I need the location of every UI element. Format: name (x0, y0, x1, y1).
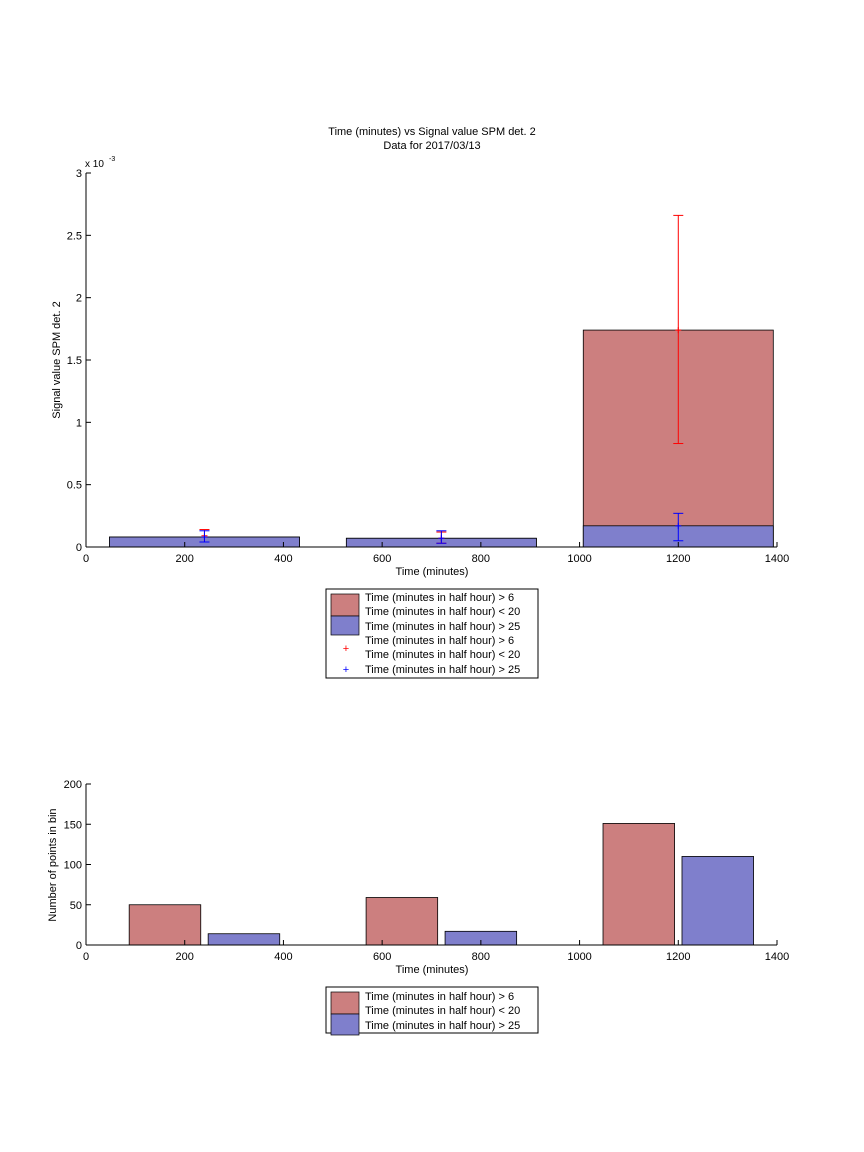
y-axis-label: Number of points in bin (47, 808, 59, 921)
x-tick-label: 600 (373, 951, 391, 963)
y-multiplier-exponent: -3 (109, 156, 115, 163)
y-tick-label: 3 (76, 168, 82, 180)
legend-swatch (330, 615, 360, 636)
legend-bottom: Time (minutes in half hour) > 6 Time (mi… (325, 986, 539, 1036)
bar (602, 823, 675, 946)
x-tick-label: 1000 (567, 553, 591, 565)
x-tick-label: 200 (176, 553, 194, 565)
x-tick-label: 400 (274, 553, 292, 565)
x-tick-label: 200 (176, 951, 194, 963)
legend-marker-blue: + (343, 664, 349, 676)
x-tick-label: 1000 (567, 951, 591, 963)
legend-top: Time (minutes in half hour) > 6 Time (mi… (325, 588, 539, 679)
x-tick-label: 600 (373, 553, 391, 565)
x-tick-label: 0 (83, 553, 89, 565)
x-tick-label: 1200 (666, 553, 690, 565)
count-axes: 0 200 400 600 800 1000 1200 1400 0 50 100 150 200 (64, 779, 790, 963)
legend-label: Time (minutes in half hour) > 25 (365, 664, 520, 676)
legend-label: Time (minutes in half hour) > 25 (365, 621, 520, 633)
bar (207, 933, 281, 946)
chart-title: Time (minutes) vs Signal value SPM det. … (328, 126, 535, 138)
y-tick-label: 0 (76, 542, 82, 554)
x-tick-label: 0 (83, 951, 89, 963)
legend-label: Time (minutes in half hour) < 20 (365, 1005, 520, 1017)
bar (128, 904, 202, 946)
legend-label: Time (minutes in half hour) > 25 (365, 1020, 520, 1032)
x-tick-label: 1400 (765, 951, 789, 963)
y-tick-label: 50 (70, 900, 82, 912)
legend-box (325, 986, 539, 1034)
legend-box (325, 588, 539, 679)
y-multiplier-label: x 10 (85, 159, 104, 170)
x-axis-label: Time (minutes) (396, 566, 469, 578)
legend-label: Time (minutes in half hour) > 6 (365, 991, 514, 1003)
x-tick-label: 800 (472, 553, 490, 565)
y-tick-label: 0 (76, 940, 82, 952)
legend-label: Time (minutes in half hour) < 20 (365, 606, 520, 618)
legend-swatch (330, 1013, 360, 1036)
legend-marker-red: + (343, 643, 349, 655)
legend-swatch (330, 593, 360, 617)
x-axis-label: Time (minutes) (396, 964, 469, 976)
signal-bar-chart: 0 200 400 600 800 1000 1200 1400 0 0.5 1 1.5 2 2.5 3 x… (51, 156, 790, 679)
bar (681, 856, 754, 946)
y-tick-label: 2 (76, 293, 82, 305)
x-tick-label: 1200 (666, 951, 690, 963)
bar (365, 897, 439, 946)
y-tick-label: 1 (76, 417, 82, 429)
legend-label: Time (minutes in half hour) > 6 (365, 592, 514, 604)
signal-axes: 0 200 400 600 800 1000 1200 1400 0 0.5 1 1.5 2 2.5 3 (67, 168, 790, 565)
y-tick-label: 0.5 (67, 480, 82, 492)
y-tick-label: 150 (64, 819, 82, 831)
legend-swatch (330, 991, 360, 1015)
x-tick-label: 400 (274, 951, 292, 963)
count-bar-chart: 0 200 400 600 800 1000 1200 1400 0 50 100 150 200 Ti… (47, 779, 790, 1036)
y-axis-label: Signal value SPM det. 2 (51, 301, 63, 418)
x-tick-label: 800 (472, 951, 490, 963)
chart-subtitle: Data for 2017/03/13 (383, 140, 480, 152)
signal-errorbars (199, 214, 684, 544)
legend-label: Time (minutes in half hour) > 6 (365, 635, 514, 647)
count-bars (128, 823, 754, 946)
y-tick-label: 100 (64, 860, 82, 872)
y-tick-label: 200 (64, 779, 82, 791)
y-tick-label: 1.5 (67, 355, 82, 367)
y-tick-label: 2.5 (67, 230, 82, 242)
signal-bars (109, 329, 774, 548)
legend-label: Time (minutes in half hour) < 20 (365, 649, 520, 661)
x-tick-label: 1400 (765, 553, 789, 565)
y-multiplier: x 10 -3 (85, 156, 115, 170)
